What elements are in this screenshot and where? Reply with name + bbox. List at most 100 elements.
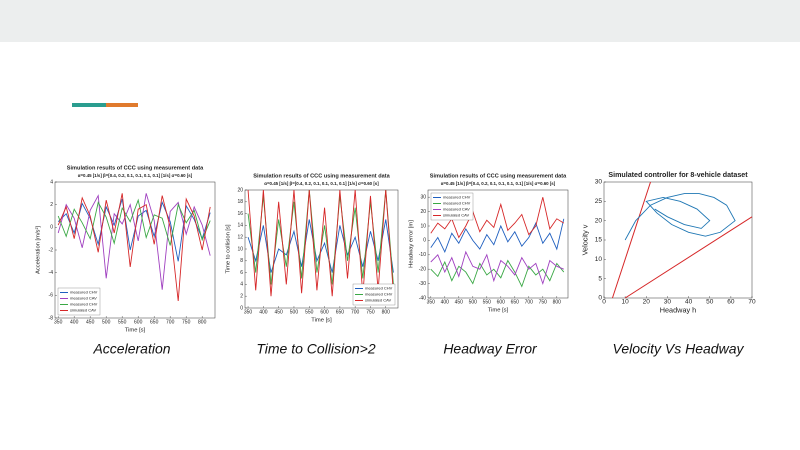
y-tick-label: 4 [50, 179, 53, 185]
x-tick-label: 350 [427, 299, 436, 305]
chart-subtitle: α=0.45 [1/s] β=[0.4, 0.2, 0.1, 0.1, 0.1,… [264, 181, 379, 186]
y-tick-label: 2 [50, 202, 53, 208]
legend-box [352, 283, 396, 306]
x-tick-label: 500 [102, 319, 111, 325]
x-tick-label: 350 [244, 309, 253, 315]
legend-label: measured CAV [70, 296, 97, 301]
legend-label: simulated CAV [70, 308, 96, 313]
x-tick-label: 400 [441, 299, 450, 305]
x-axis-label: Time [s] [311, 318, 332, 324]
y-axis-label: Time to collision [s] [226, 224, 232, 273]
x-tick-label: 600 [497, 299, 506, 305]
y-tick-label: -40 [419, 295, 426, 301]
legend-label: measured CHV [70, 302, 98, 307]
x-tick-label: 550 [118, 319, 127, 325]
y-tick-label: 18 [237, 199, 243, 205]
x-tick-label: 40 [685, 299, 693, 306]
chart-subtitle: α=0.45 [1/s] β=[0.4, 0.2, 0.1, 0.1, 0.1,… [441, 181, 556, 186]
y-tick-label: 16 [237, 211, 243, 217]
y-tick-label: 10 [595, 256, 603, 263]
y-tick-label: 0 [240, 305, 243, 311]
x-tick-label: 800 [198, 319, 207, 325]
x-tick-label: 700 [351, 309, 360, 315]
y-tick-label: -2 [49, 247, 54, 253]
series-line [247, 189, 394, 297]
y-tick-label: 8 [240, 258, 243, 264]
x-tick-label: 650 [150, 319, 159, 325]
x-tick-label: 550 [305, 309, 314, 315]
x-tick-label: 10 [622, 299, 630, 306]
y-tick-label: 12 [237, 235, 243, 241]
accent-teal [72, 103, 106, 107]
legend-label: measured CHV [365, 292, 393, 297]
x-tick-label: 500 [469, 299, 478, 305]
y-tick-label: -8 [49, 315, 54, 321]
x-axis-label: Time [s] [488, 308, 509, 314]
y-tick-label: 14 [237, 223, 243, 229]
y-tick-label: -30 [419, 281, 426, 287]
legend-label: simulated CAV [365, 298, 391, 303]
series-line [57, 193, 211, 302]
legend-label: measured CAV [443, 207, 470, 212]
y-tick-label: 15 [595, 237, 603, 244]
x-tick-label: 450 [455, 299, 464, 305]
y-axis-label: Velocity v [580, 224, 589, 255]
series-line [624, 193, 736, 241]
x-tick-label: 350 [54, 319, 63, 325]
series-line [57, 193, 211, 290]
x-tick-label: 700 [525, 299, 534, 305]
x-tick-label: 750 [366, 309, 375, 315]
chart-title: Simulation results of CCC using measurem… [67, 165, 204, 171]
reference-line [611, 181, 651, 299]
x-tick-label: 50 [706, 299, 714, 306]
y-tick-label: 30 [420, 195, 426, 201]
x-tick-label: 450 [274, 309, 283, 315]
y-tick-label: 10 [237, 246, 243, 252]
y-axis-label: Acceleration [m/s²] [36, 226, 42, 274]
y-tick-label: 5 [598, 275, 602, 282]
plot-area [603, 181, 753, 299]
x-axis-label: Headway h [660, 306, 697, 315]
caption: Acceleration [92, 341, 170, 357]
x-tick-label: 650 [336, 309, 345, 315]
y-tick-label: 25 [595, 198, 603, 205]
y-tick-label: -10 [419, 252, 426, 258]
caption: Velocity Vs Headway [613, 341, 745, 357]
series-line [430, 250, 564, 286]
y-tick-label: 6 [240, 270, 243, 276]
y-tick-label: 20 [595, 217, 603, 224]
y-tick-label: -20 [419, 267, 426, 273]
x-tick-label: 30 [664, 299, 672, 306]
y-tick-label: 2 [240, 294, 243, 300]
y-tick-label: -4 [49, 270, 54, 276]
accent-orange [106, 103, 138, 107]
x-tick-label: 500 [290, 309, 299, 315]
legend-label: measured CHV [70, 290, 98, 295]
x-tick-label: 750 [182, 319, 191, 325]
caption: Time to Collision>2 [256, 341, 376, 357]
x-tick-label: 750 [539, 299, 548, 305]
y-axis-label: Headway error [m] [409, 220, 415, 268]
x-tick-label: 400 [259, 309, 268, 315]
y-tick-label: 20 [237, 187, 243, 193]
series-line [430, 197, 565, 239]
legend-label: measured CHV [443, 195, 471, 200]
x-tick-label: 70 [748, 299, 756, 306]
chart-subtitle: α=0.45 [1/s] β=[0.4, 0.2, 0.1, 0.1, 0.1,… [78, 173, 193, 178]
x-tick-label: 700 [166, 319, 175, 325]
series-line [430, 218, 565, 254]
y-tick-label: 10 [420, 223, 426, 229]
x-tick-label: 20 [643, 299, 651, 306]
caption: Headway Error [443, 341, 538, 357]
x-tick-label: 400 [70, 319, 79, 325]
x-tick-label: 650 [511, 299, 520, 305]
y-tick-label: 0 [598, 295, 602, 302]
chart-title: Simulated controller for 8-vehicle datas… [608, 171, 748, 179]
x-tick-label: 800 [553, 299, 562, 305]
x-tick-label: 450 [86, 319, 95, 325]
header-bar [0, 0, 800, 42]
legend-label: simulated CAV [443, 213, 469, 218]
x-tick-label: 60 [727, 299, 735, 306]
